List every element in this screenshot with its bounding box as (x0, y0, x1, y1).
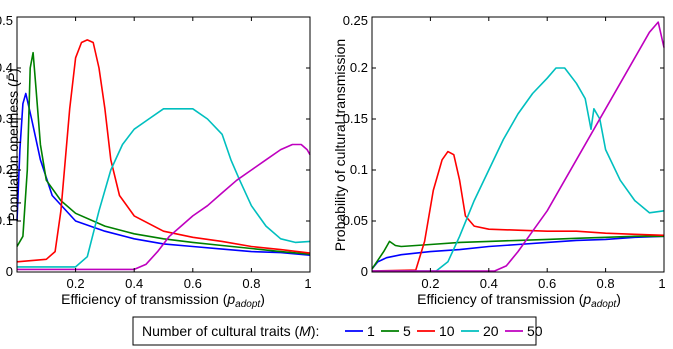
right-chart: 0.2 0.4 0.6 0.8 1 0 0.05 0.1 0.15 0.2 0.25 Efficie… (332, 13, 666, 310)
left-series-line-10 (16, 39, 311, 263)
left-x-tick-label: 0.2 (67, 276, 85, 291)
right-y-tick-label: 0 (361, 264, 368, 279)
right-ticks-layer: 0.2 0.4 0.6 0.8 1 0 0.05 0.1 0.15 0.2 0.25 (343, 13, 666, 291)
right-series-line-5 (371, 235, 664, 270)
left-ticks-layer: 0.2 0.4 0.6 0.8 1 0 0.1 0.2 0.3 0.4 0.5 (0, 13, 312, 291)
left-series-line-20 (17, 108, 311, 268)
right-x-axis-label: Efficiency of transmission (padopt) (417, 291, 621, 310)
left-series-line-5 (16, 51, 311, 255)
left-series-line-50 (17, 143, 311, 271)
right-y-tick-label: 0.2 (350, 60, 368, 75)
right-series-line-20 (372, 67, 665, 272)
right-series-layer (371, 21, 665, 272)
left-y-tick-label: 0.5 (0, 13, 13, 28)
left-x-tick-label: 1 (304, 276, 311, 291)
right-x-tick-label: 0.4 (480, 276, 498, 291)
left-y-tick-label: 0.1 (0, 213, 13, 228)
right-x-tick-label: 0.6 (538, 276, 556, 291)
right-x-tick-label: 1 (658, 276, 665, 291)
legend-label-50: 50 (527, 323, 543, 339)
right-plot-frame (371, 16, 665, 273)
left-chart: 0.2 0.4 0.6 0.8 1 0 0.1 0.2 0.3 0.4 0.5 Efficiency… (0, 13, 312, 310)
right-x-tick-label: 0.2 (421, 276, 439, 291)
left-y-tick-label: 0.4 (0, 60, 13, 75)
right-y-axis-label: Probability of cultural transmission (332, 39, 348, 251)
left-y-axis-label: Population openness (P̄) (5, 68, 21, 221)
right-series-line-10 (371, 150, 665, 272)
legend-entries: 1 5 10 20 50 (345, 323, 543, 339)
legend-label-10: 10 (439, 323, 455, 339)
left-series-layer (16, 39, 311, 271)
right-y-tick-label: 0.15 (343, 111, 368, 126)
left-y-tick-label: 0.3 (0, 111, 13, 126)
right-series-line-1 (371, 235, 665, 270)
left-y-tick-label: 0.2 (0, 162, 13, 177)
left-x-tick-label: 0.4 (125, 276, 143, 291)
left-y-tick-label: 0 (6, 264, 13, 279)
right-y-tick-label: 0.05 (343, 213, 368, 228)
left-series-line-1 (16, 92, 311, 256)
legend-label-5: 5 (403, 323, 411, 339)
legend-title: Number of cultural traits (M): (142, 323, 319, 339)
right-y-tick-label: 0.25 (343, 13, 368, 28)
legend-label-20: 20 (483, 323, 499, 339)
left-plot-frame (16, 16, 311, 273)
left-x-axis-label: Efficiency of transmission (padopt) (61, 291, 265, 310)
legend-label-1: 1 (367, 323, 375, 339)
right-y-tick-label: 0.1 (350, 162, 368, 177)
left-x-tick-label: 0.8 (242, 276, 260, 291)
left-x-tick-label: 0.6 (184, 276, 202, 291)
right-series-line-50 (372, 21, 665, 272)
right-x-tick-label: 0.8 (597, 276, 615, 291)
legend: Number of cultural traits (M): 1 5 10 20 50 (132, 316, 543, 346)
